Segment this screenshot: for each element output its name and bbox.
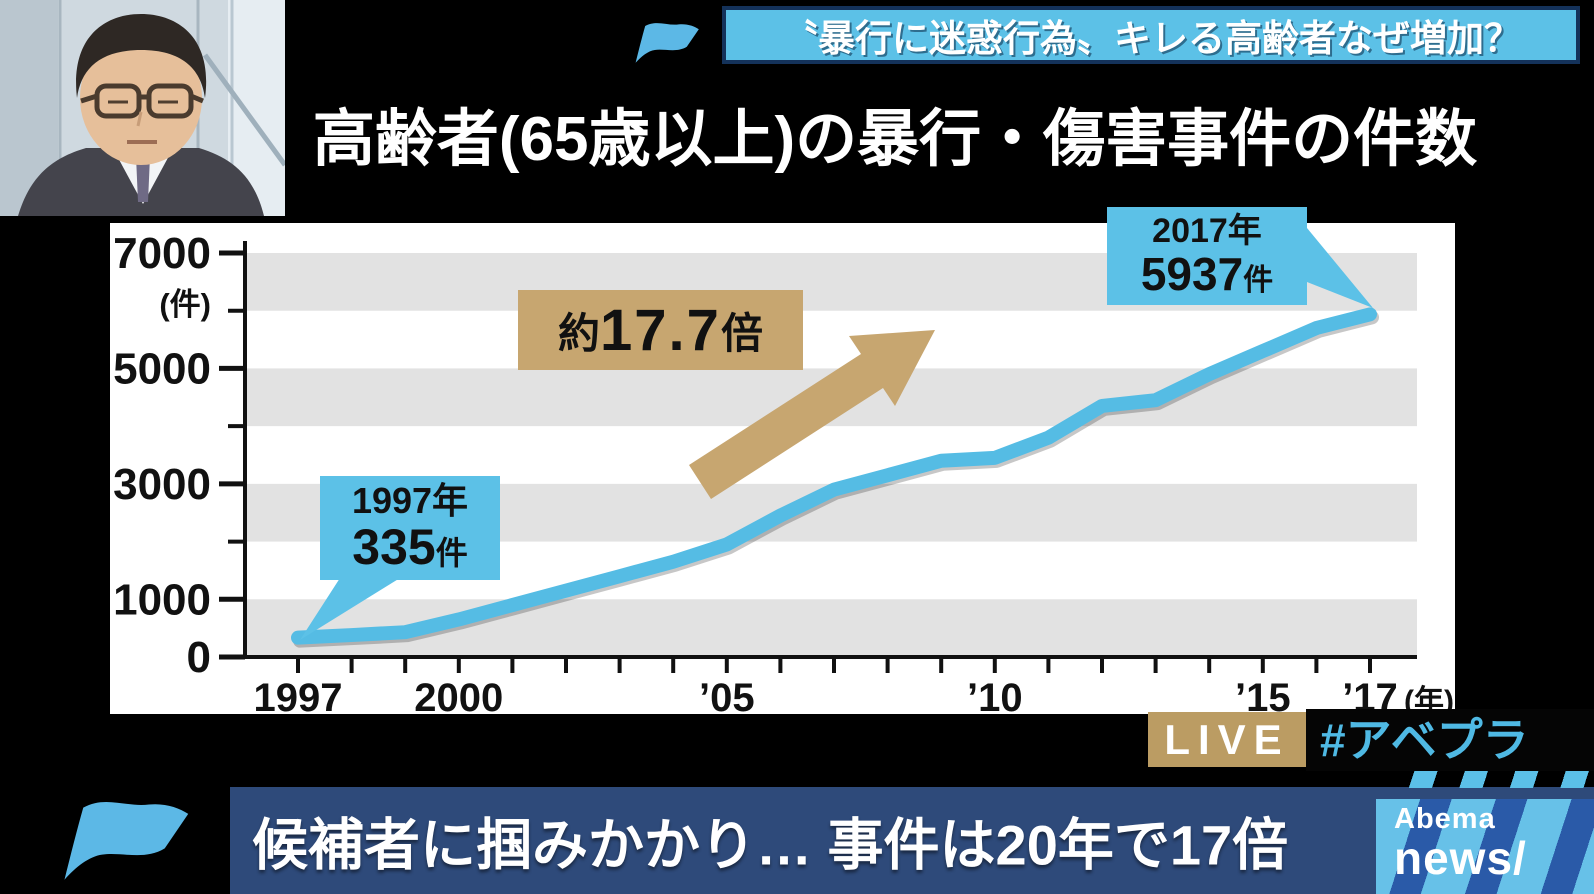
y-tick-label: 5000 bbox=[113, 344, 211, 393]
y-tick-label: 1000 bbox=[113, 575, 211, 624]
callout-start-unit: 件 bbox=[435, 535, 468, 572]
callout-end-pointer bbox=[1307, 228, 1373, 308]
callout-end-year: 2017年 bbox=[1152, 211, 1262, 250]
callout-start: 1997年 335件 bbox=[320, 476, 500, 580]
glasses-icon bbox=[80, 83, 204, 119]
multiplier-badge: 約 17.7 倍 bbox=[518, 290, 803, 370]
increase-arrow-icon bbox=[689, 330, 935, 499]
bottom-headline-banner: 候補者に掴みかかり… 事件は20年で17倍 bbox=[230, 787, 1594, 894]
flag-icon bbox=[64, 801, 189, 880]
y-axis-unit: (件) bbox=[159, 287, 211, 322]
callout-start-value: 335 bbox=[352, 519, 436, 576]
commentator-person bbox=[18, 14, 264, 216]
top-headline-text: 〝暴行に迷惑行為〟キレる高齢者なぜ増加？ bbox=[781, 18, 1521, 59]
callout-end-unit: 件 bbox=[1243, 263, 1274, 297]
live-badge: LIVE bbox=[1148, 712, 1306, 767]
callout-end: 2017年 5937件 bbox=[1107, 207, 1307, 305]
x-tick-label: ’05 bbox=[699, 676, 755, 720]
logo-deco-stripes bbox=[1388, 768, 1594, 788]
flag-icon bbox=[635, 23, 699, 63]
commentator-video bbox=[0, 0, 285, 216]
chart-panel: 7000 5000 3000 1000 0 (件) 1997 2000’05’10’15’17… bbox=[110, 207, 1455, 720]
callout-end-value: 5937 bbox=[1140, 247, 1244, 300]
hashtag-label: #アベプラ bbox=[1306, 709, 1594, 771]
chart-annotations bbox=[300, 228, 1373, 640]
multiplier-prefix: 約 bbox=[558, 309, 601, 357]
x-tick-label: 2000 bbox=[414, 676, 503, 720]
y-tick-label: 0 bbox=[187, 633, 211, 682]
callout-start-pointer bbox=[300, 578, 400, 640]
bottom-headline-text: 候補者に掴みかかり… 事件は20年で17倍 bbox=[252, 813, 1289, 876]
x-tick-label: 1997 bbox=[254, 676, 343, 720]
chart-data-line bbox=[291, 307, 1377, 645]
abema-logo-line2: news/ bbox=[1394, 831, 1527, 884]
abema-news-logo: Abema news/ bbox=[1376, 799, 1594, 894]
top-headline-banner: 〝暴行に迷惑行為〟キレる高齢者なぜ増加？ bbox=[722, 6, 1580, 64]
callout-start-year: 1997年 bbox=[351, 479, 469, 521]
abema-logo-line1: Abema bbox=[1394, 803, 1496, 835]
multiplier-suffix: 倍 bbox=[720, 309, 763, 357]
studio-scene bbox=[0, 0, 285, 216]
multiplier-value: 17.7 bbox=[600, 297, 721, 363]
x-tick-label: ’10 bbox=[967, 676, 1023, 720]
y-tick-label: 3000 bbox=[113, 460, 211, 509]
y-tick-label: 7000 bbox=[113, 229, 211, 278]
page-title: 高齢者(65歳以上)の暴行・傷害事件の件数 bbox=[312, 105, 1478, 174]
